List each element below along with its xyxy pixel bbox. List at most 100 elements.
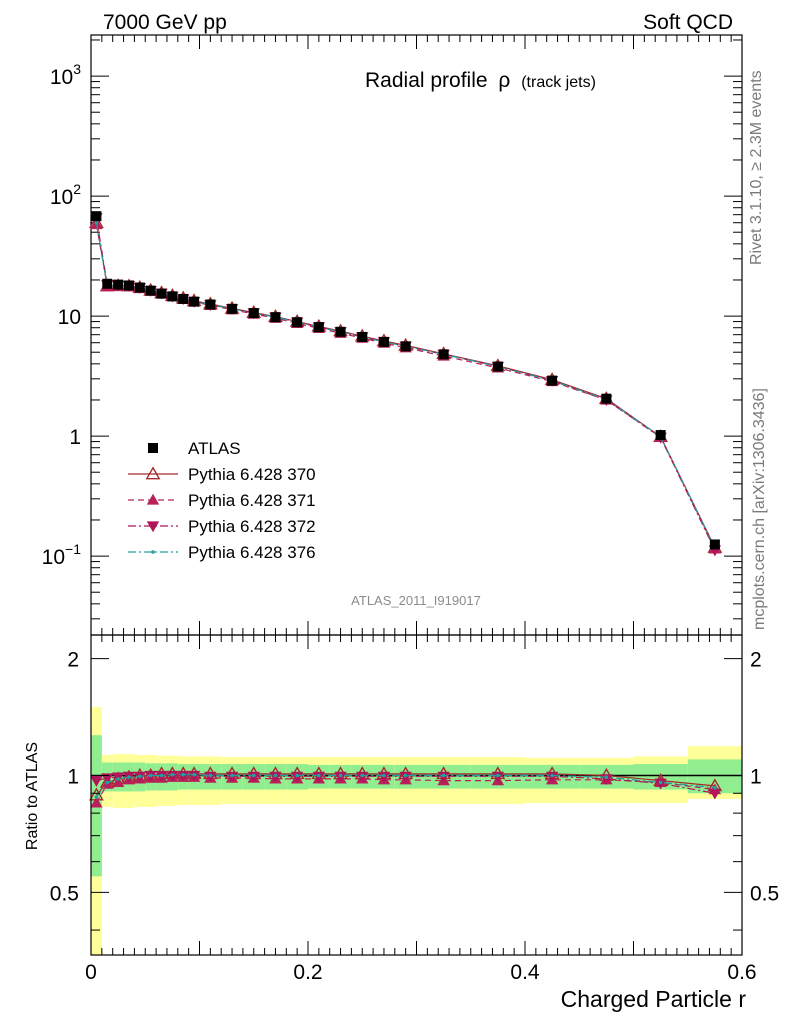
ratio-y-tick-label: 0.5 bbox=[50, 882, 79, 905]
data-point bbox=[709, 539, 720, 550]
legend-marker bbox=[148, 443, 158, 453]
ratio-series-line bbox=[95, 776, 715, 804]
ratio-data-point bbox=[90, 796, 103, 808]
ratio-data-point bbox=[317, 773, 321, 778]
x-tick-label: 0.6 bbox=[727, 961, 756, 984]
y-tick-label-exponent: −1 bbox=[65, 541, 81, 557]
data-point bbox=[91, 211, 102, 222]
y-tick-label-base: 10 bbox=[50, 66, 73, 89]
legend-label: Pythia 6.428 370 bbox=[188, 465, 316, 484]
data-point bbox=[205, 299, 216, 310]
ratio-plot-panel: 0.5 0.5 1 1 2 2 0 0.2 0.4 0.6 Charged Particle r… bbox=[24, 634, 779, 1012]
ratio-y-tick-labels: 0.5 0.5 1 1 2 2 bbox=[50, 649, 779, 906]
ratio-data-point bbox=[192, 772, 196, 777]
x-tick-label: 0 bbox=[85, 961, 97, 984]
main-plot-title-text: Radial profile bbox=[365, 69, 488, 92]
y-tick-label: 1 bbox=[69, 426, 81, 449]
data-point bbox=[438, 349, 449, 360]
ratio-data-point bbox=[441, 773, 446, 778]
data-point bbox=[313, 322, 324, 333]
ratio-data-point bbox=[295, 773, 299, 778]
data-point bbox=[492, 361, 503, 372]
ratio-data-point bbox=[713, 785, 717, 790]
data-point bbox=[547, 375, 558, 386]
x-tick-labels: 0 0.2 0.4 0.6 bbox=[85, 961, 756, 984]
ratio-data-point bbox=[496, 773, 500, 778]
legend: ATLAS Pythia 6.428 370 Pythia 6.428 371 Pyt… bbox=[128, 439, 316, 562]
ratio-uncertainty-bands bbox=[91, 707, 742, 955]
data-point bbox=[102, 278, 113, 289]
ratio-data-point bbox=[208, 773, 213, 778]
ratio-y-axis-label: Ratio to ATLAS bbox=[24, 742, 41, 850]
data-point bbox=[357, 331, 368, 342]
ratio-data-point bbox=[94, 795, 99, 799]
legend-label: Pythia 6.428 372 bbox=[188, 517, 316, 536]
y-tick-label-exponent: 3 bbox=[73, 61, 81, 77]
ratio-data-point bbox=[138, 774, 142, 779]
ratio-data-point bbox=[658, 780, 663, 785]
data-point bbox=[134, 282, 145, 293]
ratio-data-point bbox=[273, 773, 278, 778]
y-tick-label-base: 10 bbox=[50, 186, 73, 209]
ratio-y-tick-label: 1 bbox=[67, 765, 79, 788]
y-tick-label-base: 10 bbox=[42, 546, 65, 569]
data-point bbox=[378, 336, 389, 347]
data-point bbox=[123, 280, 134, 291]
data-point bbox=[156, 288, 167, 299]
ratio-y-tick-label-right: 2 bbox=[750, 649, 762, 672]
ratio-data-point bbox=[105, 780, 110, 785]
main-plot-title-suffix: (track jets) bbox=[521, 74, 596, 91]
legend-label: Pythia 6.428 376 bbox=[188, 543, 316, 562]
legend-marker bbox=[146, 521, 160, 533]
ratio-data-point bbox=[382, 773, 386, 778]
x-axis-label: Charged Particle r bbox=[561, 986, 747, 1012]
y-tick-label: 10−1 bbox=[42, 541, 82, 569]
data-point bbox=[270, 312, 281, 323]
ratio-data-point bbox=[127, 775, 131, 779]
ratio-data-point bbox=[230, 773, 234, 778]
legend-marker bbox=[146, 493, 160, 505]
y-tick-label: 103 bbox=[50, 61, 81, 89]
legend-label: Pythia 6.428 371 bbox=[188, 491, 316, 510]
main-plot-title-symbol: ρ bbox=[498, 69, 510, 92]
data-point bbox=[292, 317, 303, 328]
ratio-data-point bbox=[403, 773, 408, 778]
x-tick-label: 0.2 bbox=[293, 961, 322, 984]
ratio-data-point bbox=[181, 772, 186, 777]
main-series-layer bbox=[89, 211, 723, 557]
data-point bbox=[601, 393, 612, 404]
ratio-data-point bbox=[101, 773, 114, 785]
header-left-label: 7000 GeV pp bbox=[103, 11, 227, 34]
ratio-data-point bbox=[116, 777, 120, 781]
ratio-y-tick-label: 2 bbox=[67, 649, 79, 672]
header-right-label: Soft QCD bbox=[643, 11, 733, 34]
data-point bbox=[94, 220, 99, 225]
legend-marker bbox=[151, 550, 155, 554]
data-point bbox=[248, 308, 259, 319]
data-point bbox=[167, 291, 178, 302]
main-axis-ticks bbox=[90, 35, 743, 635]
legend-marker bbox=[145, 466, 161, 480]
data-point bbox=[178, 293, 189, 304]
data-point bbox=[189, 296, 200, 307]
y-tick-label-base: 10 bbox=[58, 306, 81, 329]
ratio-data-point bbox=[170, 772, 175, 777]
ratio-data-point bbox=[604, 775, 609, 779]
ratio-data-point bbox=[159, 773, 164, 778]
y-tick-label: 102 bbox=[50, 181, 81, 209]
ratio-y-tick-label-right: 1 bbox=[750, 765, 762, 788]
legend-label: ATLAS bbox=[188, 439, 241, 458]
ratio-axis-ticks bbox=[90, 635, 743, 955]
ratio-data-point bbox=[148, 773, 153, 778]
ratio-data-point bbox=[360, 773, 365, 778]
ratio-series-layer bbox=[89, 766, 723, 808]
data-point bbox=[227, 303, 238, 314]
ratio-data-point bbox=[550, 773, 554, 778]
ratio-data-point bbox=[90, 775, 103, 787]
data-point bbox=[655, 430, 666, 441]
y-tick-label-base: 1 bbox=[69, 426, 81, 449]
ratio-data-point bbox=[338, 773, 343, 778]
analysis-id-label: ATLAS_2011_I919017 bbox=[351, 593, 481, 608]
